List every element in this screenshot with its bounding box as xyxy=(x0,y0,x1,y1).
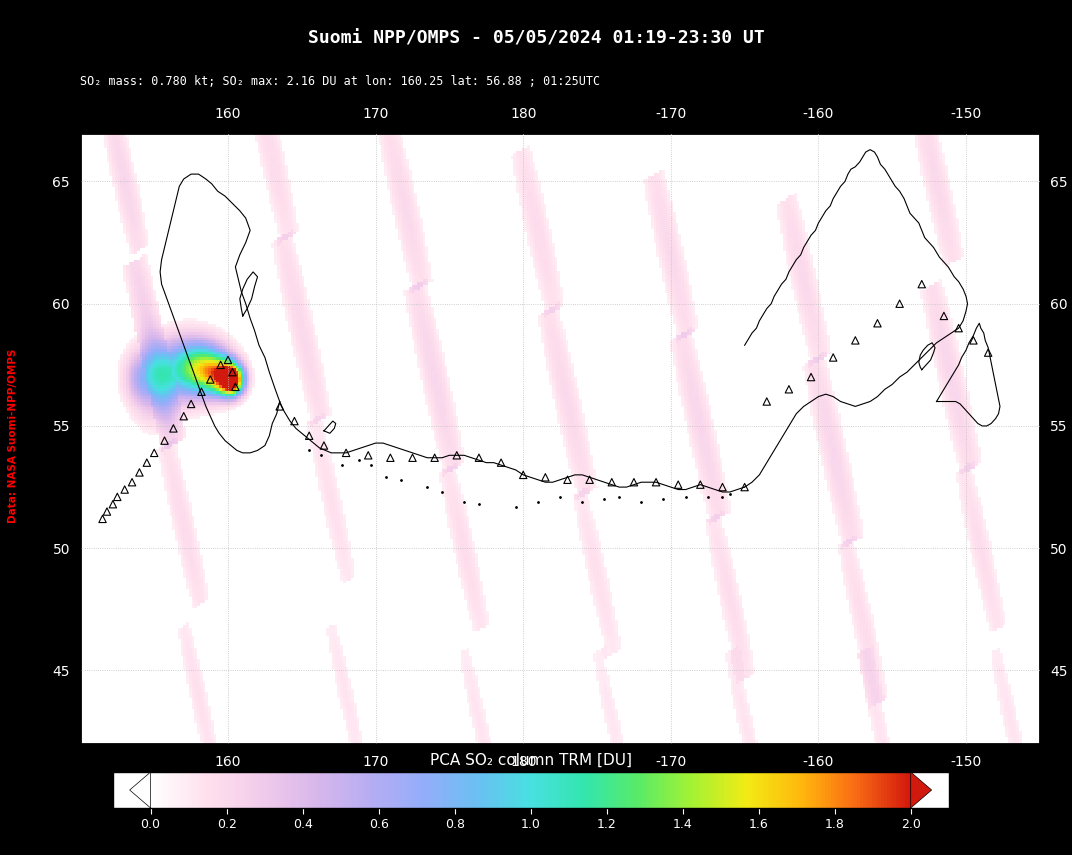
Point xyxy=(891,297,908,310)
Point xyxy=(537,470,554,484)
Point xyxy=(492,456,509,469)
Point xyxy=(426,451,443,464)
Point xyxy=(714,481,731,494)
Point xyxy=(99,504,116,518)
Point xyxy=(131,466,148,480)
Point xyxy=(123,475,140,489)
Point xyxy=(175,410,192,423)
Point xyxy=(155,433,173,447)
Point xyxy=(193,385,210,398)
Point xyxy=(104,498,121,511)
Point xyxy=(202,373,219,386)
Point xyxy=(847,333,864,347)
Point xyxy=(913,277,930,291)
Point xyxy=(138,456,155,469)
Point xyxy=(300,429,317,443)
Text: SO₂ mass: 0.780 kt; SO₂ max: 2.16 DU at lon: 160.25 lat: 56.88 ; 01:25UTC: SO₂ mass: 0.780 kt; SO₂ max: 2.16 DU at … xyxy=(80,75,600,88)
Title: PCA SO₂ column TRM [DU]: PCA SO₂ column TRM [DU] xyxy=(430,753,631,768)
Point xyxy=(691,478,709,492)
Point xyxy=(803,370,820,384)
Point xyxy=(404,451,421,464)
FancyArrow shape xyxy=(911,772,932,808)
Point xyxy=(736,481,754,494)
Point xyxy=(448,449,465,463)
Point xyxy=(382,451,399,464)
Point xyxy=(224,365,241,379)
Text: Data: NASA Suomi-NPP/OMPS: Data: NASA Suomi-NPP/OMPS xyxy=(8,349,18,523)
Point xyxy=(146,446,163,460)
Point xyxy=(581,473,598,486)
FancyArrow shape xyxy=(130,772,150,808)
Point xyxy=(647,475,665,489)
Point xyxy=(359,449,377,463)
Point xyxy=(824,351,842,364)
Point xyxy=(780,382,798,396)
Point xyxy=(869,316,887,330)
Point xyxy=(165,422,182,435)
Point xyxy=(515,468,532,481)
Point xyxy=(936,310,953,323)
Point xyxy=(271,399,288,413)
Point xyxy=(94,512,111,526)
Point xyxy=(950,321,967,335)
Point xyxy=(182,397,199,410)
Point xyxy=(338,446,355,460)
Point xyxy=(625,475,642,489)
Point xyxy=(965,333,982,347)
Point xyxy=(227,380,244,393)
Point xyxy=(108,490,125,504)
Point xyxy=(315,439,332,452)
Text: Suomi NPP/OMPS - 05/05/2024 01:19-23:30 UT: Suomi NPP/OMPS - 05/05/2024 01:19-23:30 … xyxy=(308,30,764,48)
Point xyxy=(116,483,133,497)
Point xyxy=(604,475,621,489)
Point xyxy=(286,414,303,428)
Point xyxy=(212,358,229,372)
Point xyxy=(220,353,237,367)
Point xyxy=(670,478,687,492)
Point xyxy=(471,451,488,464)
Point xyxy=(980,345,997,359)
Point xyxy=(758,395,775,409)
Point xyxy=(559,473,576,486)
